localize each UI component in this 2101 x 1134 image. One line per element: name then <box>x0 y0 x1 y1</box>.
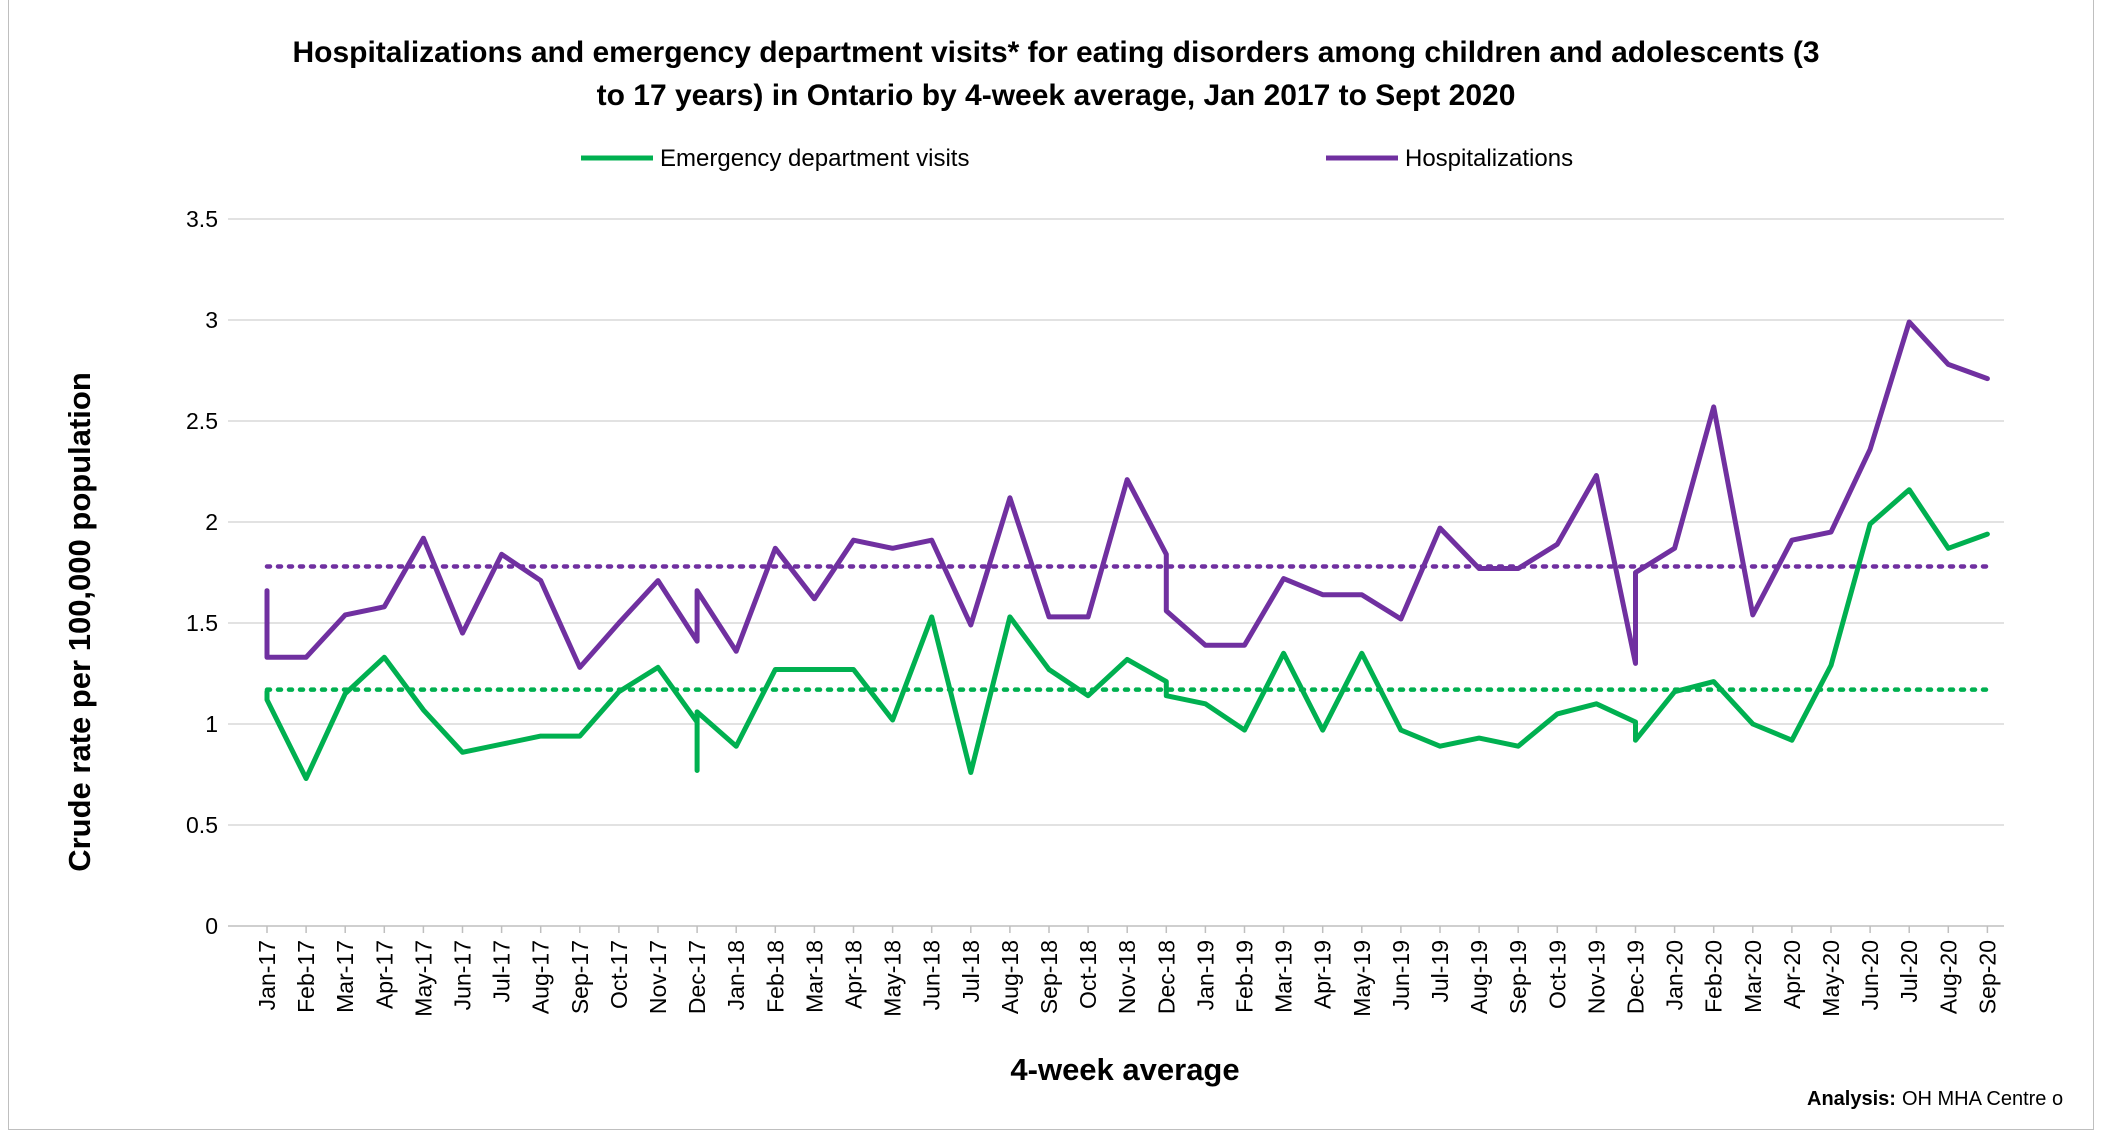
x-tick-label: Nov-17 <box>645 940 671 1014</box>
x-tick-label: Aug-18 <box>997 940 1023 1014</box>
x-tick-label: Feb-17 <box>293 940 319 1013</box>
chart-frame <box>8 0 2094 1130</box>
chart-title-line-2: to 17 years) in Ontario by 4-week averag… <box>597 79 1516 112</box>
x-tick-label: Jul-18 <box>958 940 984 1003</box>
x-tick-label: May-17 <box>410 940 436 1017</box>
x-tick-label: Jan-20 <box>1662 940 1688 1010</box>
x-tick-label: Jan-19 <box>1192 940 1218 1010</box>
x-tick-label: Dec-18 <box>1153 940 1179 1014</box>
y-tick-label: 0 <box>205 913 218 939</box>
x-tick-label: Feb-20 <box>1701 940 1727 1013</box>
y-tick-label: 2.5 <box>186 408 218 434</box>
analysis-footnote-text: OH MHA Centre o <box>1902 1088 2063 1110</box>
y-tick-label: 1 <box>205 711 218 737</box>
x-tick-label: Jul-17 <box>489 940 515 1003</box>
x-tick-label: Nov-18 <box>1114 940 1140 1014</box>
x-tick-label: Apr-18 <box>841 940 867 1009</box>
x-tick-label: Jul-20 <box>1896 940 1922 1003</box>
x-tick-label: Mar-19 <box>1271 940 1297 1013</box>
y-tick-label: 0.5 <box>186 812 218 838</box>
x-tick-label: May-18 <box>880 940 906 1017</box>
x-tick-label: May-20 <box>1818 940 1844 1017</box>
x-tick-label: Sep-19 <box>1505 940 1531 1014</box>
x-tick-label: May-19 <box>1349 940 1375 1017</box>
y-tick-label: 3.5 <box>186 206 218 232</box>
reference-lines <box>264 564 1990 692</box>
x-tick-label: Oct-17 <box>606 940 632 1009</box>
x-tick-label: Sep-18 <box>1036 940 1062 1014</box>
x-tick-label: Apr-20 <box>1779 940 1805 1009</box>
x-tick-label: Aug-19 <box>1466 940 1492 1014</box>
x-tick-label: Mar-17 <box>332 940 358 1013</box>
x-tick-label: Dec-19 <box>1623 940 1649 1014</box>
x-tick-label: Nov-19 <box>1583 940 1609 1014</box>
legend-label-ed-visits: Emergency department visits <box>660 145 969 172</box>
analysis-footnote-label: Analysis: <box>1807 1088 1896 1110</box>
series-lines <box>264 319 1990 781</box>
x-tick-label: Jan-18 <box>723 940 749 1010</box>
x-tick-label: Feb-18 <box>762 940 788 1013</box>
x-tick-label: Aug-20 <box>1935 940 1961 1014</box>
analysis-footnote: Analysis: OH MHA Centre o <box>1807 1088 2063 1110</box>
x-tick-label: Mar-20 <box>1740 940 1766 1013</box>
x-tick-label: Jun-19 <box>1388 940 1414 1010</box>
y-axis-title: Crude rate per 100,000 population <box>62 372 97 872</box>
x-tick-label: Jul-19 <box>1427 940 1453 1003</box>
x-tick-label: Dec-17 <box>684 940 710 1014</box>
x-tick-label: Jun-18 <box>919 940 945 1010</box>
x-tick-label: Aug-17 <box>528 940 554 1014</box>
x-tick-label: Jun-17 <box>450 940 476 1010</box>
legend-label-hospitalizations: Hospitalizations <box>1405 145 1573 172</box>
x-tick-label: Jan-17 <box>254 940 280 1010</box>
x-tick-label: Oct-19 <box>1544 940 1570 1009</box>
x-tick-label: Jun-20 <box>1857 940 1883 1010</box>
x-axis-title: 4-week average <box>1010 1052 1239 1087</box>
x-tick-label: Mar-18 <box>801 940 827 1013</box>
chart-title-line-1: Hospitalizations and emergency departmen… <box>292 36 1819 69</box>
x-axis-ticks: Jan-17 Feb-17 Mar-17 Apr-17 May-17 Jun-17 Jul-… <box>254 926 2000 1017</box>
x-tick-label: Oct-18 <box>1075 940 1101 1009</box>
x-tick-label: Apr-17 <box>371 940 397 1009</box>
y-axis-ticks: 0 0.5 1 1.5 2 2.5 3 3.5 <box>186 206 218 939</box>
x-tick-label: Sep-20 <box>1974 940 2000 1014</box>
x-tick-label: Apr-19 <box>1310 940 1336 1009</box>
y-tick-label: 1.5 <box>186 610 218 636</box>
y-tick-label: 3 <box>205 307 218 333</box>
x-tick-label: Sep-17 <box>567 940 593 1014</box>
x-tick-label: Feb-19 <box>1232 940 1258 1013</box>
gridlines <box>228 218 2004 927</box>
series-line-ed-visits <box>264 487 1990 781</box>
series-line-hospitalizations <box>264 319 1990 670</box>
y-tick-label: 2 <box>205 509 218 535</box>
